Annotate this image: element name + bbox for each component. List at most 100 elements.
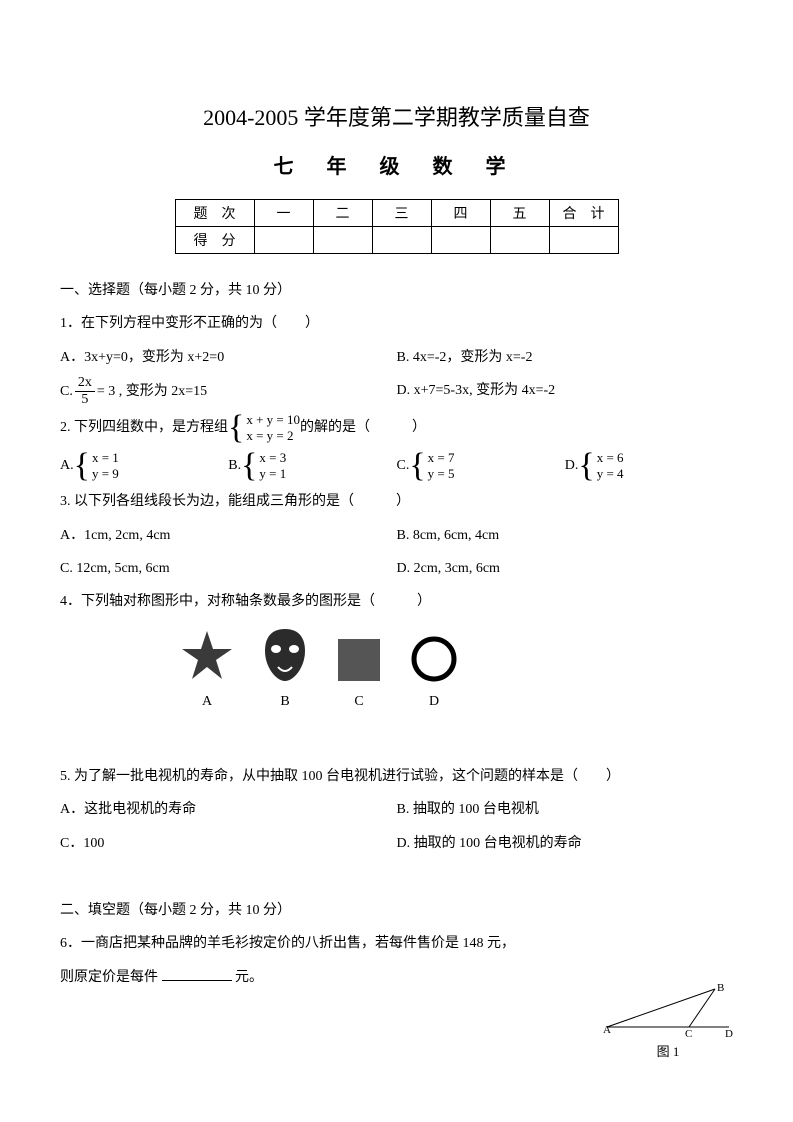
q3-row1: A．1cm, 2cm, 4cm B. 8cm, 6cm, 4cm	[60, 521, 733, 550]
doc-title-line2: 七 年 级 数 学	[60, 150, 733, 179]
q1-opt-a: A．3x+y=0，变形为 x+2=0	[60, 343, 397, 372]
figure-caption: 图 1	[603, 1041, 733, 1060]
brace-icon: {	[228, 411, 244, 445]
q2-opt-c: C. { x = 7 y = 5	[397, 449, 565, 483]
q2-prefix: 2. 下列四组数中，是方程组	[60, 413, 228, 442]
cell: 五	[490, 200, 549, 227]
sys-line2: x = y = 2	[246, 428, 300, 444]
q5-row1: A．这批电视机的寿命 B. 抽取的 100 台电视机	[60, 795, 733, 824]
q2-opt-d: D. { x = 6 y = 4	[565, 449, 733, 483]
mask-eye-right	[289, 645, 299, 653]
mask-icon	[262, 627, 308, 683]
system-lines: x + y = 10 x = y = 2	[246, 412, 300, 444]
eqline: x = 3	[259, 450, 286, 466]
q3-opt-c: C. 12cm, 5cm, 6cm	[60, 554, 397, 583]
q3-opt-a: A．1cm, 2cm, 4cm	[60, 521, 397, 550]
q6-suffix: 元。	[235, 970, 263, 985]
q5-opt-b: B. 抽取的 100 台电视机	[397, 795, 734, 824]
label-a: A	[180, 694, 234, 710]
q5-opt-d: D. 抽取的 100 台电视机的寿命	[397, 829, 734, 858]
q2-opt-a: A. { x = 1 y = 9	[60, 449, 228, 483]
brace-pair: { x = 1 y = 9	[74, 449, 119, 483]
label-d: D	[410, 694, 458, 710]
q1-row2: C. 2x 5 = 3 , 变形为 2x=15 D. x+7=5-3x, 变形为…	[60, 376, 733, 407]
shape-circle: D	[410, 635, 458, 710]
pt-a: A	[603, 1024, 611, 1036]
q2-stem: 2. 下列四组数中，是方程组 { x + y = 10 x = y = 2 的解…	[60, 411, 733, 445]
shape-mask: B	[262, 627, 308, 710]
q5-stem: 5. 为了解一批电视机的寿命，从中抽取 100 台电视机进行试验，这个问题的样本…	[60, 762, 733, 791]
triangle-diagram-icon: A B C D	[603, 983, 733, 1037]
section1-heading: 一、选择题（每小题 2 分，共 10 分）	[60, 276, 733, 305]
cell: 一	[254, 200, 313, 227]
q1c-prefix: C.	[60, 377, 73, 406]
cell	[254, 227, 313, 254]
mask-outline	[265, 629, 305, 681]
q1c-suffix: = 3 , 变形为 2x=15	[97, 377, 207, 406]
q1-stem: 1．在下列方程中变形不正确的为（ ）	[60, 309, 733, 338]
q1-opt-d: D. x+7=5-3x, 变形为 4x=-2	[397, 376, 734, 407]
brace-icon: {	[578, 449, 594, 483]
eqline: y = 1	[259, 466, 286, 482]
brace-icon: {	[409, 449, 425, 483]
cell	[431, 227, 490, 254]
line-ab	[607, 989, 715, 1027]
star-shape	[182, 631, 232, 679]
shape-star: A	[180, 629, 234, 710]
brace-pair: { x = 3 y = 1	[241, 449, 286, 483]
pt-c: C	[685, 1028, 692, 1037]
q4-stem: 4．下列轴对称图形中，对称轴条数最多的图形是（ ）	[60, 587, 733, 616]
cell: 三	[372, 200, 431, 227]
eqline: y = 9	[92, 466, 119, 482]
q2-suffix: 的解的是（ ）	[300, 413, 426, 442]
spacer	[60, 718, 733, 758]
eqline: y = 4	[597, 466, 624, 482]
opt-label: D.	[565, 451, 579, 480]
score-table: 题 次 一 二 三 四 五 合 计 得 分	[175, 199, 619, 254]
q5-row2: C．100 D. 抽取的 100 台电视机的寿命	[60, 829, 733, 858]
q6-prefix: 则原定价是每件	[60, 970, 158, 985]
q1-row1: A．3x+y=0，变形为 x+2=0 B. 4x=-2，变形为 x=-2	[60, 343, 733, 372]
circle-shape	[414, 639, 454, 679]
cell: 题 次	[175, 200, 254, 227]
q2-options: A. { x = 1 y = 9 B. { x = 3 y = 1 C.	[60, 449, 733, 483]
opt-label: B.	[228, 451, 241, 480]
doc-title-line1: 2004-2005 学年度第二学期教学质量自查	[60, 100, 733, 132]
cell: 二	[313, 200, 372, 227]
exam-page: 2004-2005 学年度第二学期教学质量自查 七 年 级 数 学 题 次 一 …	[0, 0, 793, 1122]
table-row: 得 分	[175, 227, 618, 254]
q6-line1: 6．一商店把某种品牌的羊毛衫按定价的八折出售，若每件售价是 148 元，	[60, 929, 733, 958]
cell: 合 计	[549, 200, 618, 227]
line-cb	[689, 989, 715, 1027]
label-c: C	[336, 694, 382, 710]
q5-opt-c: C．100	[60, 829, 397, 858]
q1-opt-b: B. 4x=-2，变形为 x=-2	[397, 343, 734, 372]
cell	[372, 227, 431, 254]
shape-square: C	[336, 637, 382, 710]
q3-opt-b: B. 8cm, 6cm, 4cm	[397, 521, 734, 550]
label-b: B	[262, 694, 308, 710]
q5-opt-a: A．这批电视机的寿命	[60, 795, 397, 824]
mask-eye-left	[271, 645, 281, 653]
cell	[490, 227, 549, 254]
star-icon	[180, 629, 234, 683]
frac-num: 2x	[75, 376, 95, 392]
cell	[549, 227, 618, 254]
figure-1: A B C D 图 1	[603, 983, 733, 1060]
cell	[313, 227, 372, 254]
q3-stem: 3. 以下列各组线段长为边，能组成三角形的是（ ）	[60, 487, 733, 516]
pt-d: D	[725, 1028, 733, 1037]
q3-row2: C. 12cm, 5cm, 6cm D. 2cm, 3cm, 6cm	[60, 554, 733, 583]
opt-label: A.	[60, 451, 74, 480]
brace-pair: { x = 7 y = 5	[409, 449, 454, 483]
fraction-icon: 2x 5	[75, 376, 95, 407]
equation-system: { x + y = 10 x = y = 2	[228, 411, 300, 445]
circle-icon	[410, 635, 458, 683]
table-row: 题 次 一 二 三 四 五 合 计	[175, 200, 618, 227]
cell: 得 分	[175, 227, 254, 254]
opt-label: C.	[397, 451, 410, 480]
section2-heading: 二、填空题（每小题 2 分，共 10 分）	[60, 896, 733, 925]
square-shape	[338, 639, 380, 681]
cell: 四	[431, 200, 490, 227]
sys-line1: x + y = 10	[246, 412, 300, 428]
